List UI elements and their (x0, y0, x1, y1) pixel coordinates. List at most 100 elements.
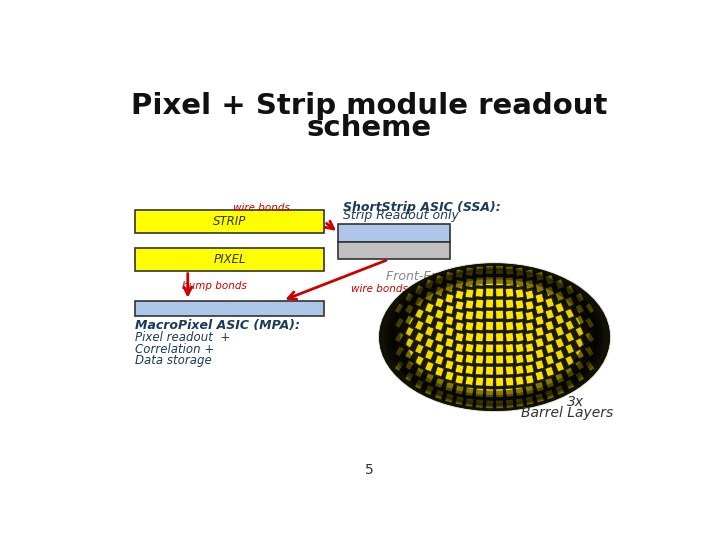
Polygon shape (505, 288, 513, 297)
Polygon shape (516, 376, 523, 385)
Polygon shape (425, 385, 434, 395)
Polygon shape (425, 338, 434, 348)
Polygon shape (425, 361, 434, 372)
Polygon shape (516, 333, 523, 342)
Text: Front-End Hybrid: Front-End Hybrid (386, 269, 492, 282)
Polygon shape (405, 349, 414, 359)
Bar (135, 301, 324, 316)
Polygon shape (496, 299, 503, 308)
Polygon shape (535, 349, 544, 359)
Polygon shape (415, 320, 424, 330)
Text: wire bonds: wire bonds (233, 203, 289, 213)
Polygon shape (476, 277, 483, 286)
Polygon shape (415, 285, 424, 295)
Polygon shape (535, 272, 544, 281)
Polygon shape (465, 300, 474, 309)
Polygon shape (435, 298, 444, 308)
Polygon shape (415, 297, 424, 307)
Polygon shape (496, 288, 503, 296)
Polygon shape (565, 297, 575, 307)
Polygon shape (526, 343, 534, 352)
Polygon shape (575, 361, 584, 370)
Polygon shape (526, 386, 534, 395)
Polygon shape (486, 299, 493, 308)
Polygon shape (476, 333, 483, 341)
Text: Correlation +: Correlation + (135, 343, 214, 356)
Polygon shape (585, 332, 595, 342)
Polygon shape (505, 300, 513, 308)
Polygon shape (585, 361, 595, 371)
Polygon shape (575, 372, 584, 381)
Polygon shape (545, 343, 554, 354)
Polygon shape (405, 304, 414, 314)
Polygon shape (405, 315, 414, 325)
Polygon shape (445, 305, 454, 314)
Polygon shape (486, 288, 493, 296)
Polygon shape (505, 266, 513, 275)
Polygon shape (555, 291, 564, 301)
Polygon shape (575, 293, 584, 302)
Ellipse shape (380, 265, 609, 410)
Polygon shape (535, 371, 544, 381)
Polygon shape (486, 322, 493, 330)
Polygon shape (505, 310, 513, 319)
Polygon shape (465, 354, 474, 363)
Polygon shape (496, 333, 503, 341)
Polygon shape (585, 346, 595, 357)
Polygon shape (545, 275, 554, 285)
Polygon shape (516, 322, 523, 330)
Text: Strip Readout only: Strip Readout only (343, 209, 459, 222)
Polygon shape (435, 275, 444, 285)
Polygon shape (526, 396, 534, 405)
Polygon shape (476, 322, 483, 330)
Polygon shape (545, 332, 554, 342)
Text: 5: 5 (364, 463, 374, 477)
Polygon shape (455, 396, 464, 405)
Bar (135, 248, 324, 271)
Polygon shape (575, 349, 584, 359)
Polygon shape (565, 367, 575, 377)
Polygon shape (425, 350, 434, 360)
Polygon shape (598, 336, 601, 338)
Polygon shape (415, 379, 424, 389)
Polygon shape (476, 300, 483, 308)
Polygon shape (516, 300, 523, 309)
Polygon shape (455, 322, 464, 331)
Polygon shape (505, 377, 513, 386)
Polygon shape (505, 388, 513, 397)
Polygon shape (435, 367, 444, 376)
Polygon shape (526, 375, 534, 384)
Polygon shape (535, 327, 544, 336)
Polygon shape (486, 277, 493, 285)
Polygon shape (535, 294, 544, 303)
Polygon shape (435, 378, 444, 388)
Polygon shape (598, 336, 601, 338)
Polygon shape (486, 266, 493, 274)
Polygon shape (496, 310, 503, 319)
Polygon shape (516, 387, 523, 396)
Polygon shape (435, 355, 444, 365)
Polygon shape (555, 338, 564, 348)
Polygon shape (516, 366, 523, 374)
Polygon shape (388, 336, 391, 338)
Text: Barrel Layers: Barrel Layers (521, 406, 613, 420)
Polygon shape (545, 309, 554, 319)
Polygon shape (496, 266, 503, 274)
Polygon shape (465, 387, 474, 396)
Polygon shape (565, 320, 575, 330)
Polygon shape (415, 308, 424, 319)
Polygon shape (455, 291, 464, 299)
Polygon shape (465, 398, 474, 407)
Polygon shape (526, 301, 534, 310)
Polygon shape (405, 338, 414, 348)
Polygon shape (505, 355, 513, 364)
Text: STRIP: STRIP (213, 215, 246, 228)
Polygon shape (555, 350, 564, 360)
Polygon shape (435, 321, 444, 330)
Polygon shape (395, 318, 404, 328)
Polygon shape (575, 327, 584, 336)
Polygon shape (415, 344, 424, 354)
Polygon shape (476, 400, 483, 408)
Polygon shape (516, 354, 523, 363)
Polygon shape (465, 267, 474, 276)
